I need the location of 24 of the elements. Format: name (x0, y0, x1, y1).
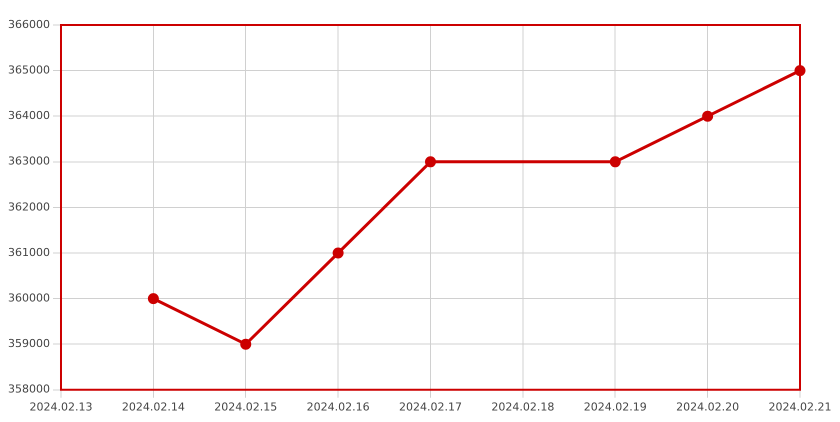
x-tick-label: 2024.02.21 (768, 400, 832, 414)
y-tick-label: 360000 (8, 291, 50, 304)
point (424, 156, 436, 168)
x-tick-label: 2024.02.17 (399, 400, 462, 414)
point (702, 110, 714, 122)
y-tick-label: 362000 (8, 200, 50, 214)
y-tick-label: 358000 (8, 382, 50, 396)
point (240, 338, 252, 350)
x-tick-label: 2024.02.14 (122, 400, 185, 414)
y-tick-label: 364000 (8, 109, 50, 122)
y-tick-label: 363000 (8, 154, 50, 168)
point (610, 156, 621, 168)
x-tick-label: 2024.02.20 (676, 400, 740, 414)
x-tick-label: 2024.02.13 (30, 400, 92, 414)
point (148, 293, 159, 304)
y-tick-label: 365000 (8, 63, 50, 76)
x-tick-label: 2024.02.18 (491, 400, 554, 414)
x-tick-label: 2024.02.15 (214, 400, 278, 414)
x-tick-label: 2024.02.16 (306, 400, 370, 414)
y-tick-label: 359000 (8, 337, 50, 350)
point (332, 248, 344, 258)
y-tick-label: 361000 (8, 246, 50, 259)
y-tick-label: 366000 (8, 18, 50, 31)
x-tick-label: 2024.02.19 (584, 400, 647, 414)
